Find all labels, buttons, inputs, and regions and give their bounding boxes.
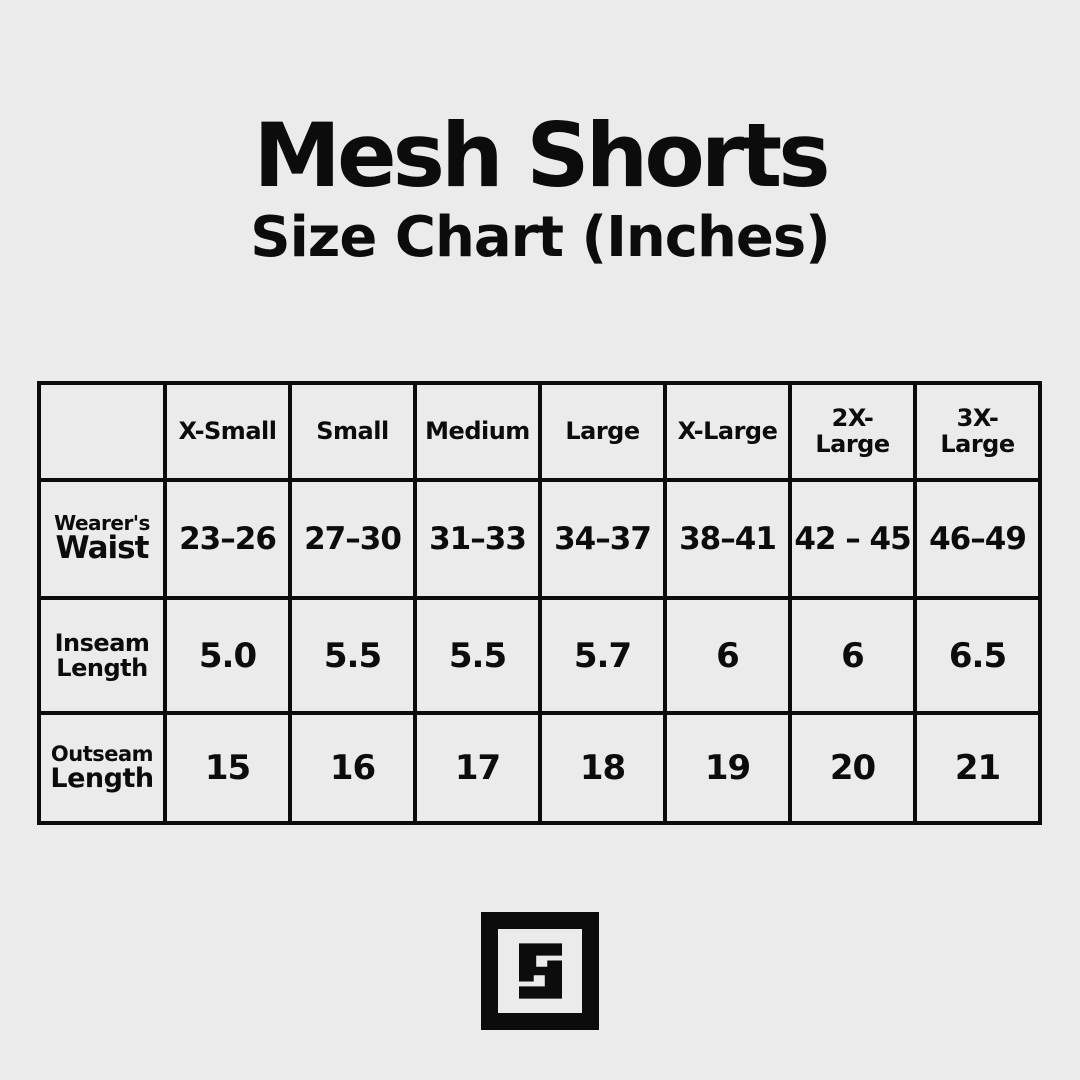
table-cell: 6 [663, 596, 792, 715]
table-cell: 34–37 [538, 478, 667, 600]
table-cell: 6 [788, 596, 917, 715]
table-cell: 5.5 [413, 596, 542, 715]
table-cell: 23–26 [163, 478, 292, 600]
col-header-3x-large: 3X- Large [913, 381, 1042, 482]
table-cell: 16 [288, 711, 417, 825]
table-cell: 46–49 [913, 478, 1042, 600]
col-header-large: Large [538, 381, 667, 482]
table-cell: 6.5 [913, 596, 1042, 715]
col-header-x-large: X-Large [663, 381, 792, 482]
table-cell: 20 [788, 711, 917, 825]
page-title: Mesh Shorts [253, 104, 830, 207]
row-inseam-length: Inseam Length 5.0 5.5 5.5 5.7 6 6 6.5 [37, 596, 1042, 715]
table-cell: 5.7 [538, 596, 667, 715]
table-cell: 31–33 [413, 478, 542, 600]
row-label-outseam-length: Outseam Length [37, 711, 167, 825]
row-label-line1: Wearer's [54, 511, 150, 535]
row-label-wearers-waist: Wearer's Waist [37, 478, 167, 600]
corner-cell [37, 381, 167, 482]
row-label-line2: Length [50, 762, 154, 794]
row-label-line2: Length [56, 653, 148, 682]
table-cell: 27–30 [288, 478, 417, 600]
row-outseam-length: Outseam Length 15 16 17 18 19 20 21 [37, 711, 1042, 825]
s-logo-icon [518, 943, 562, 999]
table-header-row: X-Small Small Medium Large X-Large 2X- L… [37, 381, 1042, 482]
table-cell: 5.5 [288, 596, 417, 715]
col-header-x-small: X-Small [163, 381, 292, 482]
table-cell: 15 [163, 711, 292, 825]
row-label-line1: Inseam [54, 629, 150, 658]
header: Mesh Shorts Size Chart (Inches) [0, 0, 1080, 266]
size-chart-table: X-Small Small Medium Large X-Large 2X- L… [37, 381, 1042, 825]
table-cell: 38–41 [663, 478, 792, 600]
col-header-small: Small [288, 381, 417, 482]
brand-logo [481, 912, 599, 1030]
table-cell: 5.0 [163, 596, 292, 715]
table-cell: 18 [538, 711, 667, 825]
col-header-2x-large: 2X- Large [788, 381, 917, 482]
row-label-line1: Outseam [50, 741, 154, 766]
row-label-line2: Waist [55, 530, 150, 567]
col-header-medium: Medium [413, 381, 542, 482]
table-cell: 21 [913, 711, 1042, 825]
row-wearers-waist: Wearer's Waist 23–26 27–30 31–33 34–37 3… [37, 478, 1042, 600]
table-cell: 19 [663, 711, 792, 825]
page-subtitle: Size Chart (Inches) [250, 205, 831, 270]
table-cell: 42 – 45 [788, 478, 917, 600]
table-cell: 17 [413, 711, 542, 825]
row-label-inseam-length: Inseam Length [37, 596, 167, 715]
